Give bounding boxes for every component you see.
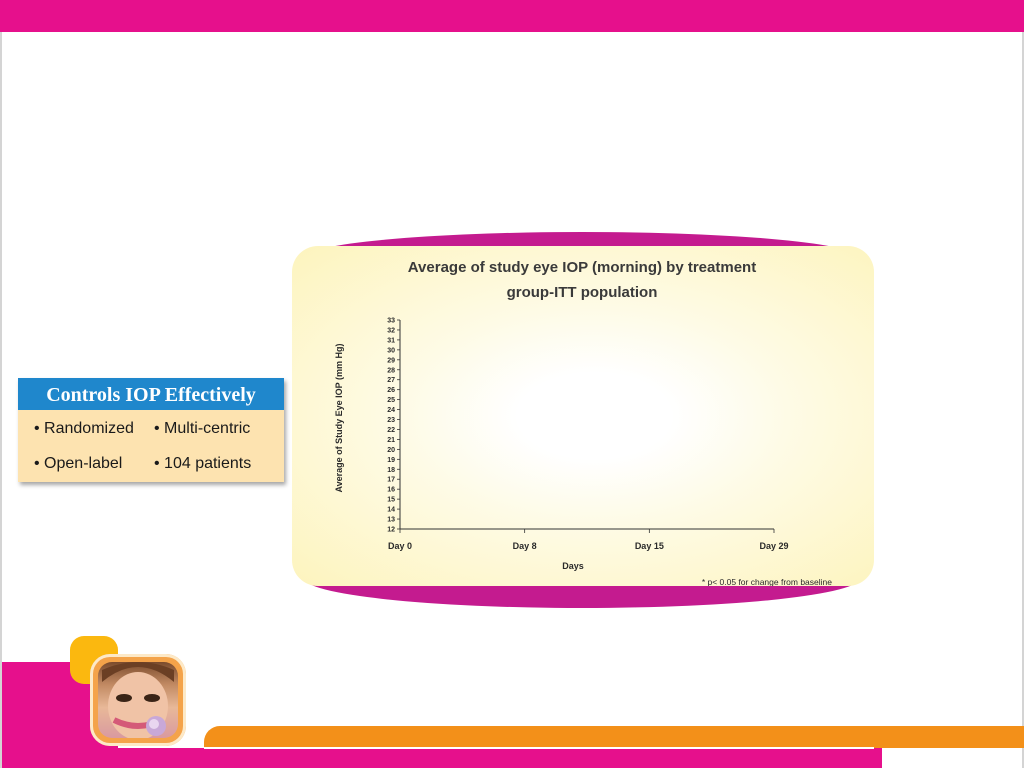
top-banner bbox=[0, 0, 1024, 32]
y-tick-label: 27 bbox=[387, 377, 395, 384]
y-tick-label: 14 bbox=[387, 507, 395, 514]
decor-orange-bar bbox=[204, 726, 1024, 748]
y-tick-label: 21 bbox=[387, 437, 395, 444]
decor-divider bbox=[204, 747, 874, 749]
y-tick-label: 17 bbox=[387, 477, 395, 484]
y-tick-label: 20 bbox=[387, 447, 395, 454]
info-card: Controls IOP Effectively • Randomized • … bbox=[18, 378, 284, 482]
portrait-photo-icon bbox=[98, 662, 178, 738]
y-tick-label: 32 bbox=[387, 327, 395, 334]
y-tick-label: 19 bbox=[387, 457, 395, 464]
frame-border-right bbox=[1022, 32, 1024, 768]
y-tick-label: 28 bbox=[387, 367, 395, 374]
list-item: • Open-label bbox=[34, 455, 123, 472]
chart-title-line-2: group-ITT population bbox=[507, 284, 658, 301]
decor-pink-strip bbox=[2, 748, 882, 768]
y-tick-label: 23 bbox=[387, 417, 395, 424]
list-item: • Multi-centric bbox=[154, 420, 251, 437]
y-tick-label: 18 bbox=[387, 467, 395, 474]
x-tick-label: Day 0 bbox=[388, 541, 412, 551]
y-tick-label: 26 bbox=[387, 387, 395, 394]
iop-chart: Average of study eye IOP (morning) by tr… bbox=[334, 259, 832, 586]
chart-footnote: * p< 0.05 for change from baseline bbox=[702, 577, 832, 586]
y-axis-label: Average of Study Eye IOP (mm Hg) bbox=[334, 343, 344, 492]
y-tick-label: 12 bbox=[387, 527, 395, 534]
y-tick-label: 29 bbox=[387, 357, 395, 364]
chart-title-line-1: Average of study eye IOP (morning) by tr… bbox=[408, 259, 756, 276]
y-tick-label: 15 bbox=[387, 497, 395, 504]
y-tick-label: 24 bbox=[387, 407, 395, 414]
x-tick-label: Day 15 bbox=[635, 541, 664, 551]
x-tick-label: Day 8 bbox=[513, 541, 537, 551]
frame-border-left bbox=[0, 32, 2, 768]
chart-axes: 12 13 14 15 16 17 18 19 20 21 22 23 24 25 26 27 28 29 30 31… bbox=[387, 318, 788, 552]
list-item: • 104 patients bbox=[154, 455, 252, 472]
y-tick-label: 33 bbox=[387, 318, 395, 325]
y-tick-label: 31 bbox=[387, 337, 395, 344]
y-tick-label: 25 bbox=[387, 397, 395, 404]
info-card-list: • Randomized • Multi-centric • Open-labe… bbox=[18, 410, 284, 482]
y-tick-label: 22 bbox=[387, 427, 395, 434]
y-tick-label: 13 bbox=[387, 517, 395, 524]
x-tick-label: Day 29 bbox=[759, 541, 788, 551]
x-axis-label: Days bbox=[562, 561, 584, 571]
y-tick-label: 16 bbox=[387, 487, 395, 494]
y-tick-label: 30 bbox=[387, 347, 395, 354]
info-card-title: Controls IOP Effectively bbox=[18, 378, 284, 410]
list-item: • Randomized bbox=[34, 420, 134, 437]
